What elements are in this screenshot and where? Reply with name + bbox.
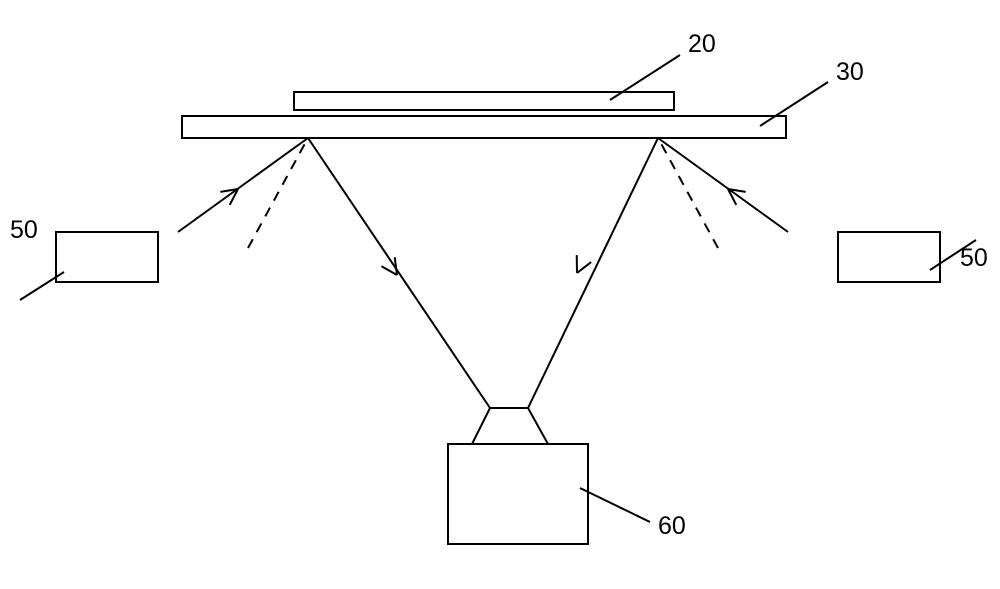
left-box-50: [56, 232, 158, 282]
trapezoid-aperture: [472, 408, 548, 444]
leader-20: [610, 55, 680, 100]
wide-bar-30: [182, 116, 786, 138]
leader-60: [580, 488, 650, 522]
right-box-50: [838, 232, 940, 282]
right-reflected-ray: [528, 138, 658, 408]
right-dashed-ray: [658, 138, 718, 248]
left-incident-ray: [178, 138, 308, 232]
right-incident-ray: [658, 138, 788, 232]
left-dashed-ray: [248, 138, 308, 248]
left-reflected-ray: [308, 138, 490, 408]
label-50-left: 50: [10, 216, 38, 244]
left-reflected-arrowhead: [395, 257, 397, 275]
right-reflected-arrowhead: [577, 262, 591, 273]
label-60: 60: [658, 512, 686, 540]
label-20: 20: [688, 30, 716, 58]
label-30: 30: [836, 58, 864, 86]
leader-30: [760, 82, 828, 126]
label-50-right: 50: [960, 244, 988, 272]
bottom-box-60: [448, 444, 588, 544]
leader-50-left: [20, 272, 64, 300]
diagram-canvas: 20 30 50 50 60: [0, 0, 1000, 589]
